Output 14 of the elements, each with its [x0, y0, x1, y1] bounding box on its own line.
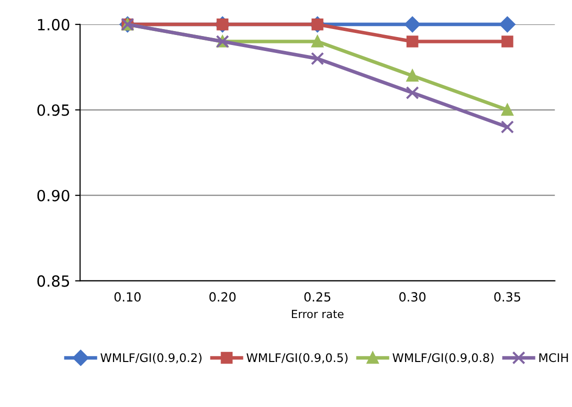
y-tick-label: 0.85 [37, 275, 70, 287]
legend-label: WMLF/GI(0.9,0.5) [246, 353, 348, 364]
legend-label: WMLF/GI(0.9,0.2) [100, 353, 202, 364]
y-tick-label: 0.95 [37, 104, 70, 116]
x-tick-label: 0.10 [114, 292, 141, 302]
x-tick-label: 0.20 [209, 292, 236, 302]
y-tick-label: 0.90 [37, 190, 70, 202]
y-tick-label: 1.00 [38, 18, 70, 30]
x-tick-label: 0.25 [304, 292, 330, 302]
x-tick-label: 0.30 [399, 292, 426, 302]
legend-label: MCIH [539, 353, 568, 362]
legend-label: WMLF/GI(0.9,0.8) [392, 353, 494, 364]
x-tick-label: 0.35 [494, 292, 520, 302]
x-axis-title: Error rate [292, 310, 344, 318]
